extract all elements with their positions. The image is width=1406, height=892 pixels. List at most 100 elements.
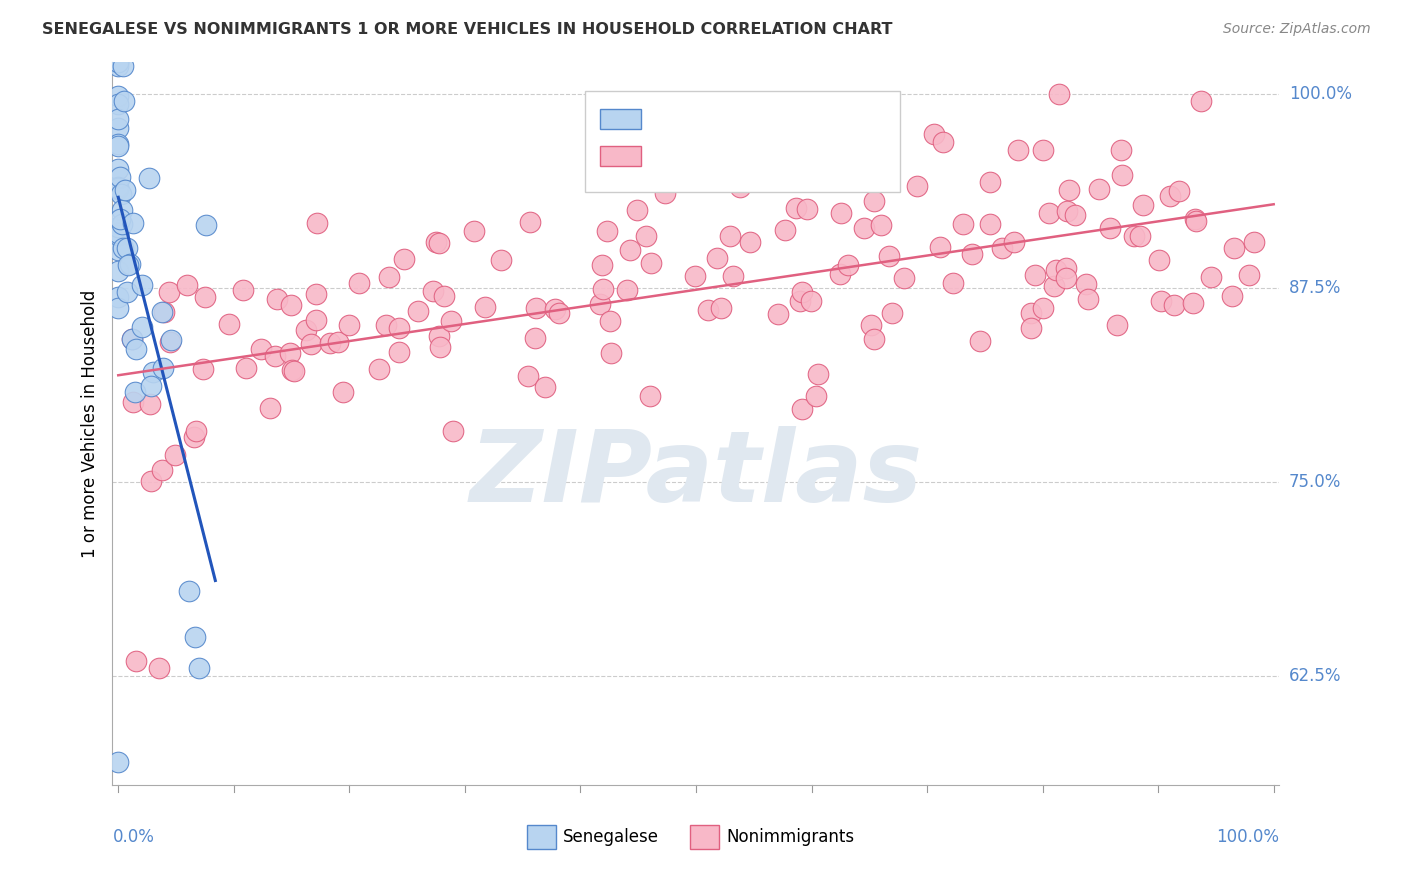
Point bbox=[1132, 198, 1154, 212]
Point bbox=[1077, 293, 1099, 307]
Point bbox=[882, 306, 904, 320]
Point bbox=[1163, 298, 1185, 312]
Text: N =: N = bbox=[769, 110, 807, 128]
Point bbox=[1098, 220, 1121, 235]
Point bbox=[107, 226, 129, 240]
Point bbox=[768, 307, 790, 321]
Point bbox=[1223, 241, 1246, 255]
Point bbox=[1189, 95, 1212, 109]
Text: N =: N = bbox=[769, 147, 807, 166]
Point bbox=[1181, 295, 1204, 310]
Point bbox=[141, 379, 163, 393]
Point bbox=[118, 257, 141, 271]
Point bbox=[427, 236, 450, 251]
Point bbox=[319, 335, 342, 350]
Point bbox=[250, 342, 273, 356]
Text: Nonimmigrants: Nonimmigrants bbox=[727, 828, 855, 846]
Point bbox=[122, 216, 145, 230]
Point bbox=[280, 363, 302, 377]
Point bbox=[152, 361, 174, 376]
Point bbox=[139, 396, 162, 410]
Point bbox=[718, 228, 741, 243]
Point bbox=[516, 368, 538, 383]
Point bbox=[150, 463, 173, 477]
Point bbox=[259, 401, 281, 415]
FancyBboxPatch shape bbox=[690, 825, 720, 848]
FancyBboxPatch shape bbox=[600, 109, 641, 129]
Point bbox=[332, 385, 354, 400]
Point bbox=[107, 112, 129, 127]
Point bbox=[107, 89, 129, 103]
Point bbox=[153, 305, 176, 319]
Point bbox=[112, 95, 135, 109]
Point bbox=[796, 202, 818, 216]
FancyBboxPatch shape bbox=[600, 146, 641, 167]
Point bbox=[852, 221, 875, 235]
Point bbox=[1042, 278, 1064, 293]
Point bbox=[107, 244, 129, 258]
Point bbox=[375, 318, 398, 332]
FancyBboxPatch shape bbox=[527, 825, 555, 848]
Point bbox=[837, 258, 859, 272]
Point bbox=[1059, 183, 1081, 197]
Y-axis label: 1 or more Vehicles in Household: 1 or more Vehicles in Household bbox=[80, 290, 98, 558]
Text: 75.0%: 75.0% bbox=[1289, 473, 1341, 491]
Text: 0.0%: 0.0% bbox=[112, 829, 155, 847]
Point bbox=[1056, 270, 1078, 285]
Point bbox=[599, 313, 621, 327]
Point bbox=[295, 323, 318, 337]
Point bbox=[117, 258, 139, 272]
Point bbox=[654, 186, 676, 201]
Point bbox=[305, 313, 328, 327]
Point bbox=[524, 301, 547, 316]
Point bbox=[108, 169, 131, 184]
Point bbox=[408, 304, 430, 318]
Point bbox=[1088, 182, 1111, 196]
Point bbox=[263, 349, 285, 363]
Point bbox=[640, 255, 662, 269]
Point bbox=[807, 367, 830, 381]
Point bbox=[301, 336, 323, 351]
Point bbox=[121, 332, 143, 346]
Point bbox=[979, 218, 1001, 232]
Point bbox=[218, 317, 240, 331]
Point bbox=[1201, 269, 1223, 284]
Point bbox=[942, 276, 965, 290]
Point bbox=[1045, 262, 1067, 277]
Point bbox=[142, 366, 165, 380]
Point bbox=[115, 241, 138, 255]
Point bbox=[111, 241, 134, 255]
Point bbox=[441, 424, 464, 438]
Point bbox=[728, 180, 751, 194]
Text: ZIPatlas: ZIPatlas bbox=[470, 425, 922, 523]
Point bbox=[107, 755, 129, 769]
Text: 62.5%: 62.5% bbox=[1289, 667, 1341, 685]
Point bbox=[1019, 305, 1042, 319]
Point bbox=[194, 290, 217, 304]
Point bbox=[108, 212, 131, 227]
Point bbox=[800, 293, 823, 308]
Point bbox=[1063, 208, 1085, 222]
Point bbox=[697, 303, 720, 318]
Point bbox=[378, 269, 401, 284]
Point bbox=[1056, 204, 1078, 219]
Point bbox=[543, 302, 565, 317]
Point bbox=[124, 385, 146, 400]
Point bbox=[1243, 235, 1265, 249]
FancyBboxPatch shape bbox=[585, 91, 900, 193]
Point bbox=[107, 121, 129, 136]
Point bbox=[773, 223, 796, 237]
Point bbox=[177, 583, 200, 598]
Point bbox=[337, 318, 360, 333]
Point bbox=[125, 654, 148, 668]
Point bbox=[159, 333, 181, 347]
Point bbox=[828, 268, 851, 282]
Point bbox=[1159, 189, 1181, 203]
Point bbox=[877, 249, 900, 263]
Point bbox=[1038, 206, 1060, 220]
Point bbox=[1220, 289, 1243, 303]
Text: 87.5%: 87.5% bbox=[1289, 278, 1341, 297]
Point bbox=[790, 285, 813, 300]
Point bbox=[148, 661, 170, 675]
Point bbox=[326, 335, 349, 350]
